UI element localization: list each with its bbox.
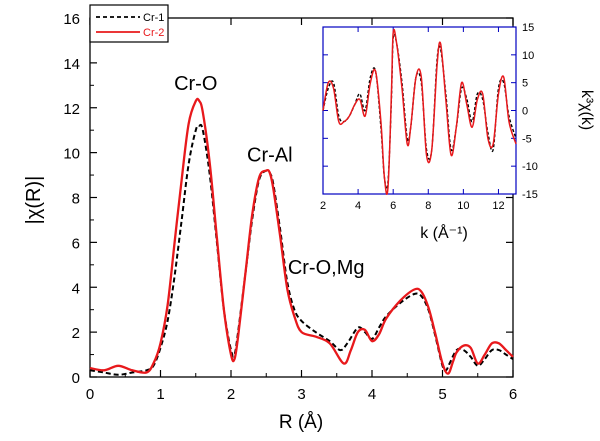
inset-x-tick-label: 4	[355, 200, 361, 212]
main-x-tick-label: 2	[227, 386, 235, 403]
legend-box	[89, 4, 169, 43]
main-y-tick-label: 4	[72, 280, 80, 297]
inset-chart: 2 4 6 8 10 12 15 10 5 0 -5 -10 -15 k (Å⁻¹) k³χ(k)	[320, 22, 595, 242]
inset-x-axis: 2 4 6 8 10 12	[320, 27, 505, 212]
main-series-cr-1	[89, 123, 514, 376]
legend-label-cr2: Cr-2	[143, 27, 164, 39]
inset-y-tick-label: 10	[522, 50, 534, 62]
main-y-tick-label: 0	[72, 370, 80, 387]
main-y-tick-label: 12	[63, 101, 80, 118]
inset-x-tick-label: 2	[320, 200, 326, 212]
peak-annotation: Cr-O	[174, 73, 217, 95]
main-y-tick-label: 8	[72, 191, 80, 208]
main-x-tick-label: 0	[86, 386, 94, 403]
main-y-tick-label: 14	[63, 56, 80, 73]
main-x-tick-label: 6	[509, 386, 517, 403]
inset-x-tick-label: 8	[425, 200, 431, 212]
main-annotations: Cr-O Cr-Al Cr-O,Mg	[174, 73, 364, 279]
inset-x-tick-label: 12	[492, 200, 504, 212]
inset-y-tick-label: -10	[522, 161, 538, 173]
inset-y-tick-label: -5	[522, 133, 532, 145]
inset-x-tick-label: 6	[390, 200, 396, 212]
main-y-axis-label: |χ(R)|	[23, 176, 45, 225]
inset-y-tick-label: -15	[522, 189, 538, 201]
main-series	[89, 97, 514, 376]
inset-y-tick-label: 15	[522, 22, 534, 34]
inset-series-cr-2	[322, 28, 517, 195]
inset-y-tick-label: 5	[522, 78, 528, 90]
peak-annotation: Cr-O,Mg	[288, 257, 365, 279]
peak-annotation: Cr-Al	[247, 145, 293, 167]
inset-y-axis-label: k³χ(k)	[578, 90, 595, 130]
main-x-tick-label: 3	[297, 386, 305, 403]
inset-y-tick-label: 0	[522, 106, 528, 118]
inset-series	[322, 28, 517, 195]
main-x-tick-label: 1	[156, 386, 164, 403]
legend: Cr-1 Cr-2	[89, 4, 169, 43]
main-y-axis: 0 2 4 6 8 10 12 14 16	[63, 11, 513, 387]
inset-x-axis-label: k (Å⁻¹)	[420, 223, 468, 242]
inset-plot-background	[323, 27, 516, 194]
legend-label-cr1: Cr-1	[143, 12, 164, 24]
main-y-tick-label: 6	[72, 235, 80, 252]
inset-x-tick-label: 10	[457, 200, 469, 212]
main-x-tick-label: 4	[368, 386, 376, 403]
main-series-cr-2	[89, 97, 514, 375]
main-y-tick-label: 2	[72, 325, 80, 342]
main-x-axis-label: R (Å)	[279, 412, 323, 433]
main-x-tick-label: 5	[438, 386, 446, 403]
inset-y-axis: 15 10 5 0 -5 -10 -15	[323, 22, 538, 201]
main-y-tick-label: 16	[63, 11, 80, 28]
main-y-tick-label: 10	[63, 146, 80, 163]
